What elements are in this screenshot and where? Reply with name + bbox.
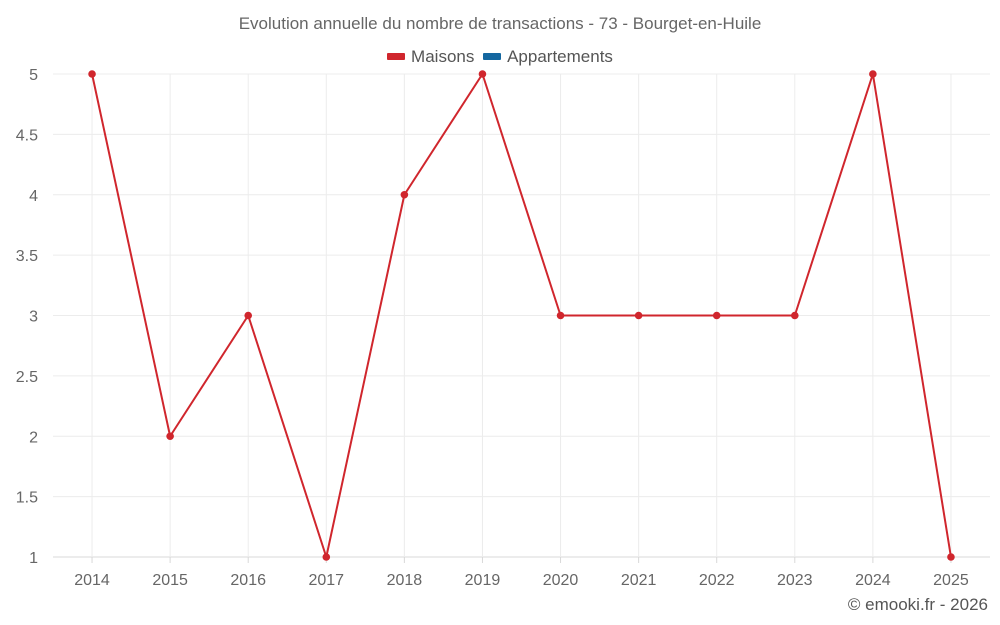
x-tick-label: 2014 — [74, 572, 110, 589]
data-point[interactable] — [478, 70, 487, 78]
x-tick-label: 2023 — [777, 572, 813, 589]
x-tick-label: 2015 — [152, 572, 188, 589]
y-tick-label: 4 — [29, 188, 38, 205]
y-axis: 1 1.5 2 2.5 3 3.5 4 4.5 5 — [16, 67, 38, 567]
data-point[interactable] — [790, 311, 799, 320]
legend-item-appartements[interactable]: Appartements — [483, 47, 613, 67]
y-tick-label: 3 — [29, 309, 38, 326]
x-tick-label: 2020 — [543, 572, 579, 589]
data-point[interactable] — [634, 311, 643, 320]
y-tick-label: 4.5 — [16, 127, 38, 144]
y-tick-label: 2.5 — [16, 369, 38, 386]
series-maisons — [88, 70, 955, 561]
legend-label-appartements: Appartements — [507, 46, 613, 66]
series-line-maisons — [91, 73, 952, 558]
legend-swatch-maisons — [387, 53, 406, 60]
legend: Maisons Appartements — [0, 45, 1000, 67]
x-tick-label: 2025 — [933, 572, 969, 589]
data-point[interactable] — [947, 553, 955, 561]
legend-item-maisons[interactable]: Maisons — [387, 47, 474, 67]
x-axis: 2014 2015 2016 2017 2018 2019 2020 2021 2022 2023… — [74, 557, 969, 589]
x-tick-label: 2018 — [387, 572, 423, 589]
x-tick-label: 2024 — [855, 572, 891, 589]
data-point[interactable] — [166, 432, 174, 441]
data-point[interactable] — [869, 70, 877, 78]
legend-swatch-appartements — [483, 53, 502, 60]
chart-title: Evolution annuelle du nombre de transact… — [238, 14, 762, 33]
x-tick-label: 2022 — [699, 572, 735, 589]
y-tick-label: 1.5 — [16, 490, 38, 507]
x-tick-label: 2017 — [308, 572, 344, 589]
data-point[interactable] — [322, 553, 331, 561]
legend-label-maisons: Maisons — [411, 46, 475, 66]
data-point[interactable] — [556, 311, 565, 320]
copyright-footer: © emooki.fr - 2026 — [847, 595, 988, 614]
y-tick-label: 1 — [29, 550, 38, 567]
y-tick-label: 3.5 — [16, 248, 38, 265]
y-tick-label: 2 — [29, 429, 38, 446]
data-point[interactable] — [400, 190, 409, 199]
data-point[interactable] — [244, 311, 253, 320]
x-tick-label: 2019 — [465, 572, 501, 589]
x-tick-label: 2021 — [621, 572, 657, 589]
data-point[interactable] — [712, 311, 721, 320]
x-tick-label: 2016 — [230, 572, 266, 589]
data-point[interactable] — [88, 70, 96, 78]
y-tick-label: 5 — [29, 67, 38, 84]
